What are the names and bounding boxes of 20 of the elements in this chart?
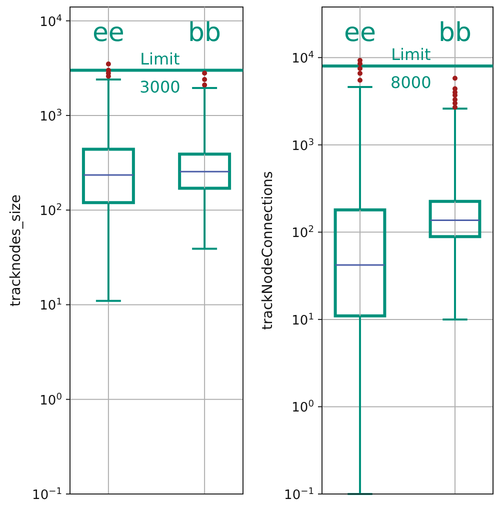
y-tick-label: 10$^{4}$: [292, 50, 314, 67]
y-tick-label: 10$^{−1}$: [284, 487, 314, 503]
y-tick-label: 10$^{3}$: [40, 108, 62, 124]
y-tick-label: 10$^{1}$: [40, 298, 62, 314]
y-tick-label: 10$^{2}$: [292, 225, 314, 242]
y-tick-label: 10$^{2}$: [40, 203, 62, 220]
category-label: bb: [188, 18, 222, 48]
y-tick-label: 10$^{3}$: [292, 138, 314, 154]
ref-line-label: Limit 3000: [140, 49, 180, 96]
category-label: ee: [92, 18, 124, 48]
y-tick-label: 10$^{−1}$: [32, 487, 62, 503]
y-tick-label: 10$^{1}$: [292, 312, 314, 328]
y-axis-title: tracknodes_size: [8, 194, 24, 307]
category-label: ee: [344, 18, 376, 48]
y-tick-label: 10$^{0}$: [40, 392, 62, 408]
y-tick-label: 10$^{0}$: [292, 400, 314, 416]
y-axis-title: trackNodeConnections: [260, 171, 276, 330]
y-tick-label: 10$^{4}$: [40, 14, 62, 30]
category-label: bb: [438, 18, 472, 48]
ref-line-label: Limit 8000: [390, 45, 432, 92]
